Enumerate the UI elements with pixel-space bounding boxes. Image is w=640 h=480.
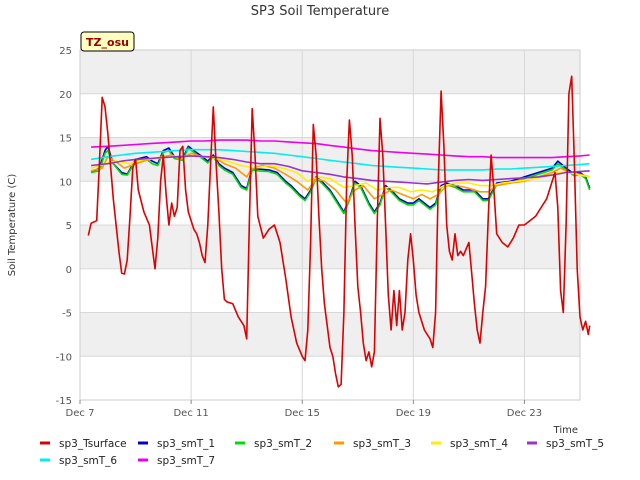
legend-item: sp3_smT_3 bbox=[334, 438, 411, 450]
series-line-sp3-smt-3 bbox=[90, 152, 590, 204]
site-badge-box bbox=[80, 31, 135, 52]
legend-item: sp3_smT_6 bbox=[40, 455, 117, 467]
series-line-sp3-smt-6 bbox=[90, 148, 590, 171]
x-tick-label: Dec 23 bbox=[507, 408, 542, 419]
legend-label: sp3_smT_1 bbox=[157, 438, 215, 450]
chart-title: SP3 Soil Temperature bbox=[251, 4, 389, 19]
y-tick-label: 10 bbox=[59, 177, 72, 188]
y-tick-label: -10 bbox=[56, 352, 72, 363]
legend-item: sp3_smT_1 bbox=[138, 438, 215, 450]
legend-label: sp3_smT_3 bbox=[353, 438, 411, 450]
x-tick-label: Dec 7 bbox=[66, 408, 95, 419]
y-axis-ticks: -15 -10 -5 0 5 10 15 20 25 bbox=[56, 46, 72, 407]
legend-label: sp3_smT_4 bbox=[450, 438, 508, 450]
legend-label: sp3_smT_2 bbox=[254, 438, 312, 450]
legend-item: sp3_Tsurface bbox=[40, 438, 127, 450]
y-tick-label: 0 bbox=[66, 265, 72, 276]
site-badge-label: TZ_osu bbox=[86, 36, 129, 49]
y-tick-label: 15 bbox=[59, 134, 72, 145]
x-tick-label: Dec 11 bbox=[173, 408, 208, 419]
series-line-sp3-smt-7 bbox=[91, 139, 590, 159]
y-tick-label: 25 bbox=[59, 46, 72, 57]
x-axis-label: Time bbox=[553, 425, 578, 436]
legend-item: sp3_smT_2 bbox=[235, 438, 312, 450]
y-tick-label: 20 bbox=[59, 90, 72, 101]
site-badge: TZ_osu bbox=[80, 31, 135, 52]
legend-label: sp3_Tsurface bbox=[59, 438, 127, 450]
series-lines bbox=[87, 75, 591, 388]
x-tick-label: Dec 15 bbox=[285, 408, 320, 419]
legend-item: sp3_smT_4 bbox=[431, 438, 508, 450]
y-tick-label: -15 bbox=[56, 396, 72, 407]
series-line-sp3-tsurface bbox=[87, 75, 591, 388]
legend-item: sp3_smT_7 bbox=[138, 455, 215, 467]
legend-label: sp3_smT_7 bbox=[157, 455, 215, 467]
y-tick-label: 5 bbox=[66, 221, 72, 232]
y-tick-label: -5 bbox=[62, 309, 72, 320]
legend-label: sp3_smT_6 bbox=[59, 455, 117, 467]
series-line-sp3-smt-1 bbox=[90, 145, 591, 213]
y-axis-label: Soil Temperature (C) bbox=[7, 174, 18, 277]
x-axis-ticks: Dec 7 Dec 11 Dec 15 Dec 19 Dec 23 bbox=[66, 400, 542, 419]
legend-item: sp3_smT_5 bbox=[527, 438, 604, 450]
legend: sp3_Tsurface sp3_smT_1 sp3_smT_2 sp3_smT_3 s… bbox=[40, 438, 604, 467]
legend-label: sp3_smT_5 bbox=[546, 438, 604, 450]
plot-band bbox=[80, 50, 580, 94]
x-tick-label: Dec 19 bbox=[396, 408, 431, 419]
series-line-sp3-smt-5 bbox=[91, 155, 590, 185]
grid-lines bbox=[79, 49, 581, 401]
plot-border bbox=[79, 49, 581, 401]
